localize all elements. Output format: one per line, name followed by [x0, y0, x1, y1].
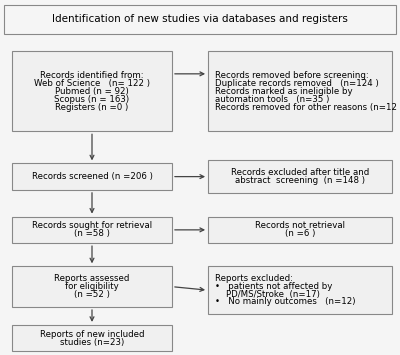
- Text: Records excluded after title and: Records excluded after title and: [231, 168, 369, 177]
- Text: Records sought for retrieval: Records sought for retrieval: [32, 222, 152, 230]
- FancyBboxPatch shape: [4, 5, 396, 34]
- Text: automation tools   (n=35 ): automation tools (n=35 ): [215, 95, 330, 104]
- Text: •   No mainly outcomes   (n=12): • No mainly outcomes (n=12): [215, 297, 356, 306]
- Text: Web of Science   (n= 122 ): Web of Science (n= 122 ): [34, 79, 150, 88]
- Text: Identification of new studies via databases and registers: Identification of new studies via databa…: [52, 14, 348, 24]
- Text: Records identified from:: Records identified from:: [40, 71, 144, 80]
- Text: Pubmed (n = 92): Pubmed (n = 92): [55, 87, 129, 96]
- FancyBboxPatch shape: [208, 160, 392, 193]
- FancyBboxPatch shape: [12, 325, 172, 351]
- Text: Duplicate records removed   (n=124 ): Duplicate records removed (n=124 ): [215, 79, 379, 88]
- Text: studies (n=23): studies (n=23): [60, 338, 124, 346]
- Text: Records screened (n =206 ): Records screened (n =206 ): [32, 172, 152, 181]
- Text: Records marked as ineligible by: Records marked as ineligible by: [215, 87, 353, 96]
- Text: PD/MS/Stroke  (n=17): PD/MS/Stroke (n=17): [215, 290, 320, 299]
- Text: (n =6 ): (n =6 ): [285, 229, 315, 238]
- Text: Reports of new included: Reports of new included: [40, 330, 144, 339]
- Text: Reports assessed: Reports assessed: [54, 274, 130, 283]
- FancyBboxPatch shape: [208, 266, 392, 314]
- FancyBboxPatch shape: [12, 266, 172, 307]
- FancyBboxPatch shape: [12, 51, 172, 131]
- Text: abstract  screening  (n =148 ): abstract screening (n =148 ): [235, 176, 365, 185]
- FancyBboxPatch shape: [12, 217, 172, 243]
- Text: Scopus (n = 163): Scopus (n = 163): [54, 95, 130, 104]
- FancyBboxPatch shape: [208, 51, 392, 131]
- FancyBboxPatch shape: [12, 163, 172, 190]
- Text: (n =52 ): (n =52 ): [74, 290, 110, 299]
- FancyBboxPatch shape: [208, 217, 392, 243]
- Text: Records not retrieval: Records not retrieval: [255, 222, 345, 230]
- Text: (n =58 ): (n =58 ): [74, 229, 110, 238]
- Text: Reports excluded:: Reports excluded:: [215, 274, 293, 283]
- Text: Registers (n =0 ): Registers (n =0 ): [55, 103, 129, 111]
- Text: Records removed before screening:: Records removed before screening:: [215, 71, 369, 80]
- Text: •   patients not affected by: • patients not affected by: [215, 282, 332, 291]
- Text: Records removed for other reasons (n=12 ): Records removed for other reasons (n=12 …: [215, 103, 400, 111]
- Text: for eligibility: for eligibility: [65, 282, 119, 291]
